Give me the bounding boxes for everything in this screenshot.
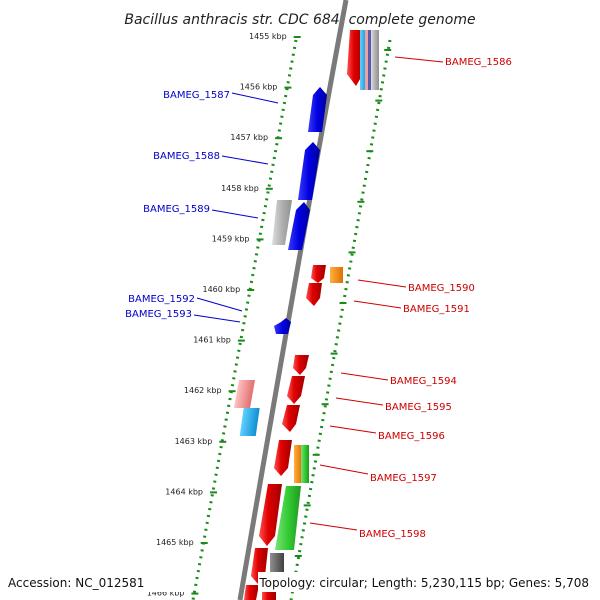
accession-label: Accession: NC_012581 xyxy=(8,576,144,590)
tick-label: 1455 kbp xyxy=(249,32,287,41)
tick-label: 1459 kbp xyxy=(212,234,250,243)
gene-feature xyxy=(270,553,284,573)
gene-label[interactable]: BAMEG_1597 xyxy=(370,473,437,484)
left-gene-labels: BAMEG_1587 BAMEG_1588 BAMEG_1589 BAMEG_1… xyxy=(125,90,279,323)
footer-right-bg xyxy=(258,572,596,592)
gene-features xyxy=(234,30,379,600)
leader-line xyxy=(340,372,389,381)
tick-label: 1466 kbp xyxy=(147,589,185,598)
leader-line xyxy=(221,155,269,165)
tick-label: 1465 kbp xyxy=(156,538,194,547)
tick-label: 1458 kbp xyxy=(221,184,259,193)
gene-feature xyxy=(360,30,367,90)
genome-backbone xyxy=(237,0,349,600)
gene-feature xyxy=(311,265,326,283)
leader-line xyxy=(335,397,384,406)
gene-label[interactable]: BAMEG_1595 xyxy=(385,402,452,413)
leader-line xyxy=(193,314,241,323)
gene-feature xyxy=(330,267,343,283)
gene-feature xyxy=(287,376,305,404)
topology-label: Topology: circular; Length: 5,230,115 bp… xyxy=(258,576,589,590)
map-title: Bacillus anthracis str. CDC 684, complet… xyxy=(124,12,475,28)
gene-feature xyxy=(244,585,259,600)
gene-feature xyxy=(275,486,301,550)
tick-labels: 1455 kbp 1456 kbp 1457 kbp 1458 kbp 1459 kbp… xyxy=(147,32,287,598)
gene-feature xyxy=(239,408,260,436)
gene-feature xyxy=(272,200,292,245)
gene-feature xyxy=(306,283,322,306)
gene-label[interactable]: BAMEG_1592 xyxy=(128,294,195,305)
gene-label[interactable]: BAMEG_1588 xyxy=(153,151,220,162)
tick-marks xyxy=(191,36,392,595)
gene-feature xyxy=(293,355,309,375)
leader-line xyxy=(353,300,402,309)
tick-label: 1462 kbp xyxy=(184,386,222,395)
tick-label: 1460 kbp xyxy=(202,285,240,294)
gene-feature xyxy=(274,440,292,476)
leader-line xyxy=(319,464,369,475)
gene-label[interactable]: BAMEG_1589 xyxy=(143,204,210,215)
leader-line xyxy=(329,425,377,434)
gene-label[interactable]: BAMEG_1596 xyxy=(378,431,445,442)
gene-feature xyxy=(366,30,372,90)
leader-line xyxy=(309,522,358,531)
gene-feature xyxy=(308,87,327,132)
gene-label[interactable]: BAMEG_1587 xyxy=(163,90,230,101)
tick-label: 1464 kbp xyxy=(165,487,203,496)
gene-feature xyxy=(288,202,310,250)
tick-label: 1461 kbp xyxy=(193,336,231,345)
gene-feature xyxy=(259,484,282,546)
footer-left-bg xyxy=(4,572,184,592)
tick-label: 1456 kbp xyxy=(240,83,278,92)
leader-line xyxy=(231,92,279,104)
gene-feature xyxy=(234,380,255,408)
gene-feature xyxy=(282,405,300,432)
gene-feature xyxy=(365,30,368,90)
gene-label[interactable]: BAMEG_1591 xyxy=(403,304,470,315)
gene-label[interactable]: BAMEG_1590 xyxy=(408,283,475,294)
gene-feature xyxy=(301,445,309,483)
right-gene-labels: BAMEG_1586 BAMEG_1590 BAMEG_1591 BAMEG_1… xyxy=(309,56,512,540)
gene-feature xyxy=(274,318,291,334)
gene-label[interactable]: BAMEG_1593 xyxy=(125,309,192,320)
leader-line xyxy=(394,56,444,63)
gene-label[interactable]: BAMEG_1586 xyxy=(445,57,512,68)
tick-label: 1463 kbp xyxy=(175,437,213,446)
gene-label[interactable]: BAMEG_1598 xyxy=(359,529,426,540)
leader-line xyxy=(196,297,243,312)
gene-feature xyxy=(371,30,379,90)
leader-line xyxy=(211,209,259,219)
gene-feature xyxy=(347,30,364,86)
gene-feature xyxy=(298,142,320,200)
gene-feature xyxy=(294,445,302,483)
tick-label: 1457 kbp xyxy=(230,133,268,142)
leader-line xyxy=(357,279,407,288)
gene-label[interactable]: BAMEG_1594 xyxy=(390,376,457,387)
